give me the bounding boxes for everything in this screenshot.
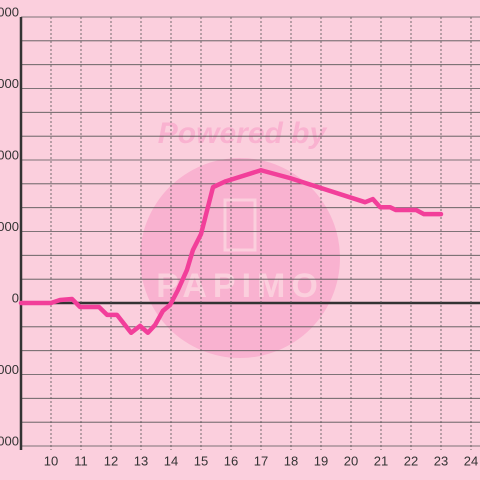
x-tick-label: 11 <box>74 453 88 468</box>
watermark: Powered by PAPIMO <box>140 117 340 358</box>
x-tick-label: 24 <box>464 453 478 468</box>
y-tick-label: 0 <box>12 290 19 305</box>
y-tick-label: -6,000 <box>0 433 19 448</box>
x-tick-label: 22 <box>404 453 418 468</box>
y-tick-label: 12,000 <box>0 4 19 19</box>
y-tick-label: 6,000 <box>0 147 19 162</box>
watermark-circle <box>140 158 340 358</box>
watermark-text: Powered by <box>158 117 328 150</box>
x-tick-label: 20 <box>344 453 358 468</box>
x-tick-label: 18 <box>284 453 298 468</box>
x-tick-label: 13 <box>134 453 148 468</box>
x-tick-label: 14 <box>164 453 178 468</box>
x-tick-label: 23 <box>434 453 448 468</box>
x-tick-label: 19 <box>314 453 328 468</box>
x-tick-label: 12 <box>104 453 118 468</box>
y-tick-label: 9,000 <box>0 76 19 91</box>
x-tick-label: 10 <box>44 453 58 468</box>
y-tick-label: 3,000 <box>0 219 19 234</box>
watermark-logo <box>223 198 257 252</box>
x-tick-label: 17 <box>254 453 268 468</box>
data-line <box>18 167 444 336</box>
x-tick-label: 16 <box>224 453 238 468</box>
x-tick-label: 21 <box>374 453 388 468</box>
x-tick-label: 15 <box>194 453 208 468</box>
y-tick-label: -3,000 <box>0 362 19 377</box>
